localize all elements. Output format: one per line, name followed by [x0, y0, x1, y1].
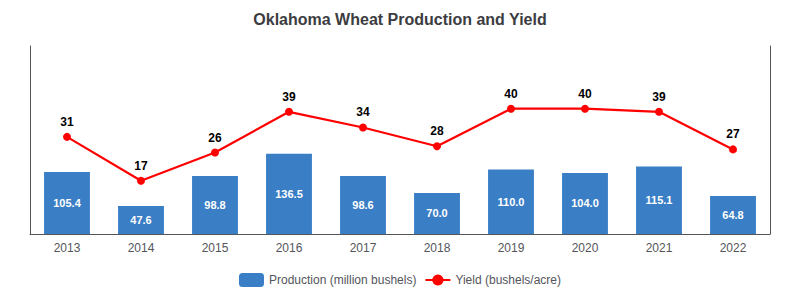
svg-text:Production (million bushels): Production (million bushels) — [269, 273, 416, 287]
svg-text:40: 40 — [504, 87, 518, 101]
svg-text:105.4: 105.4 — [53, 197, 81, 209]
svg-text:2015: 2015 — [202, 241, 229, 255]
svg-text:Yield (bushels/acre): Yield (bushels/acre) — [455, 273, 561, 287]
svg-text:104.0: 104.0 — [571, 197, 599, 209]
svg-text:27: 27 — [726, 127, 740, 141]
svg-text:98.6: 98.6 — [352, 199, 373, 211]
svg-text:2017: 2017 — [350, 241, 377, 255]
svg-text:2020: 2020 — [572, 241, 599, 255]
svg-text:70.0: 70.0 — [426, 207, 447, 219]
svg-text:39: 39 — [652, 90, 666, 104]
svg-text:Oklahoma Wheat Production and: Oklahoma Wheat Production and Yield — [253, 11, 546, 28]
svg-text:26: 26 — [208, 131, 222, 145]
svg-text:17: 17 — [134, 159, 148, 173]
svg-text:98.8: 98.8 — [204, 199, 225, 211]
svg-text:64.8: 64.8 — [722, 209, 743, 221]
svg-text:40: 40 — [578, 87, 592, 101]
svg-text:2013: 2013 — [54, 241, 81, 255]
svg-text:47.6: 47.6 — [130, 214, 151, 226]
svg-text:39: 39 — [282, 90, 296, 104]
svg-text:2019: 2019 — [498, 241, 525, 255]
svg-text:2022: 2022 — [720, 241, 747, 255]
svg-text:31: 31 — [60, 115, 74, 129]
svg-text:2021: 2021 — [646, 241, 673, 255]
svg-text:136.5: 136.5 — [275, 188, 303, 200]
svg-text:28: 28 — [430, 124, 444, 138]
svg-text:110.0: 110.0 — [498, 196, 525, 208]
svg-text:34: 34 — [356, 105, 370, 119]
svg-text:115.1: 115.1 — [646, 194, 673, 206]
svg-text:2016: 2016 — [276, 241, 303, 255]
svg-text:2018: 2018 — [424, 241, 451, 255]
svg-text:2014: 2014 — [128, 241, 155, 255]
